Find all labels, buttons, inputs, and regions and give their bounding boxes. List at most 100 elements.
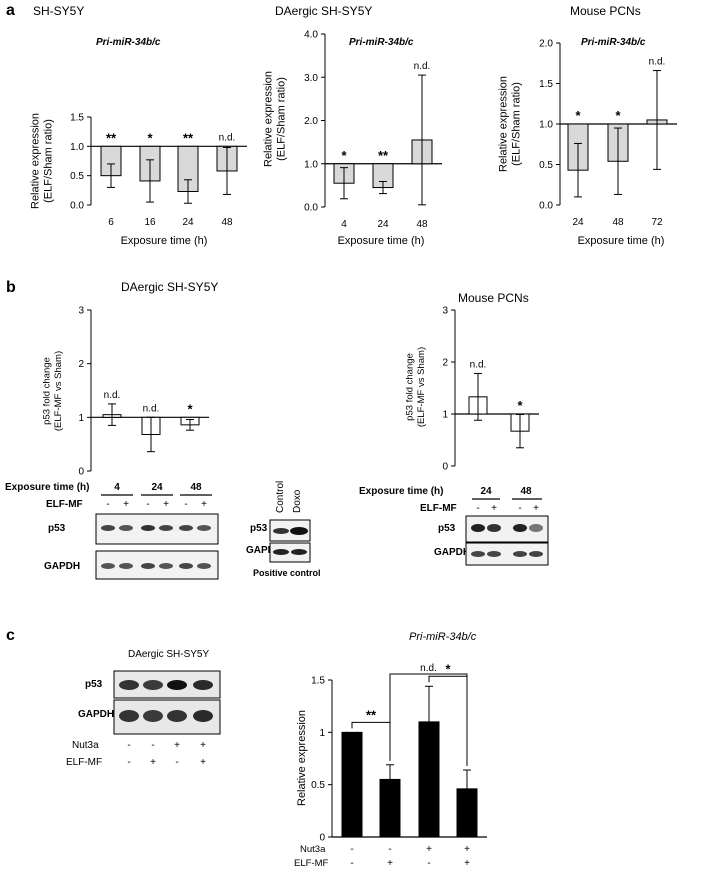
x-tick-label: 48 bbox=[416, 219, 428, 230]
band bbox=[119, 563, 133, 569]
blot-b-left: Exposure time (h) 4 24 48 ELF-MF - + - + - + … bbox=[5, 482, 219, 580]
panel-label-a: a bbox=[6, 2, 15, 19]
y-tick-label: 3 bbox=[78, 306, 84, 317]
significance-label: ** bbox=[183, 130, 194, 145]
elf-mf-sign: + bbox=[464, 858, 470, 869]
band bbox=[197, 563, 211, 569]
y-axis-label: Relative expression bbox=[296, 710, 308, 806]
band bbox=[159, 563, 173, 569]
minus-sign: - bbox=[146, 499, 149, 510]
y-tick-label: 0.0 bbox=[304, 203, 318, 214]
x-axis-label: Exposure time (h) bbox=[578, 235, 665, 247]
nut3a-sign: - bbox=[388, 844, 391, 855]
elf-mf-label: ELF-MF bbox=[66, 757, 102, 768]
comparison-label: n.d. bbox=[420, 663, 437, 674]
band bbox=[119, 680, 139, 690]
chart-c-pri-mir: Pri-miR-34b/c 0 0.5 1 1.5 Relative expression… bbox=[294, 631, 487, 869]
significance-label: * bbox=[341, 148, 347, 163]
nut3a-sign: - bbox=[151, 740, 154, 751]
p53-label: p53 bbox=[438, 523, 456, 534]
elf-mf-sign: - bbox=[175, 757, 178, 768]
x-tick-label: 24 bbox=[377, 219, 389, 230]
chart-title: Mouse PCNs bbox=[458, 291, 529, 305]
chart-title: Mouse PCNs bbox=[570, 4, 641, 18]
y-axis-label: p53 fold change bbox=[404, 353, 415, 421]
panel-label-b: b bbox=[6, 279, 16, 296]
band bbox=[291, 549, 307, 555]
time-label: 48 bbox=[190, 482, 202, 493]
y-tick-label: 3.0 bbox=[304, 73, 318, 84]
x-tick-label: 24 bbox=[572, 217, 584, 228]
blot-c: DAergic SH-SY5Y p53 GAPDH Nut3a ELF-MF -… bbox=[66, 649, 221, 768]
elf-mf-sign: - bbox=[350, 858, 353, 869]
y-tick-label: 1.5 bbox=[70, 113, 84, 124]
x-tick-label: 6 bbox=[108, 217, 114, 228]
band bbox=[471, 551, 485, 557]
band bbox=[167, 710, 187, 722]
blot-c-title: DAergic SH-SY5Y bbox=[128, 649, 209, 660]
chart-title: Pri-miR-34b/c bbox=[409, 631, 477, 643]
minus-sign: - bbox=[518, 503, 521, 514]
band bbox=[529, 551, 543, 557]
chart-subtitle: Pri-miR-34b/c bbox=[96, 37, 161, 48]
gapdh-label: GAPDH bbox=[246, 545, 282, 556]
plus-sign: + bbox=[491, 503, 497, 514]
y-axis-label: (ELF/Sham ratio) bbox=[511, 82, 523, 166]
y-axis-label: Relative expression bbox=[263, 71, 275, 167]
band bbox=[273, 528, 289, 534]
y-tick-label: 2.0 bbox=[304, 116, 318, 127]
significance-label: n.d. bbox=[414, 61, 431, 72]
y-tick-label: 3 bbox=[442, 306, 448, 317]
y-tick-label: 1.0 bbox=[304, 159, 318, 170]
chart-subtitle: Pri-miR-34b/c bbox=[349, 37, 414, 48]
band bbox=[513, 524, 527, 532]
x-tick-label: 16 bbox=[144, 217, 156, 228]
y-axis-label: (ELF/Sham ratio) bbox=[43, 119, 55, 203]
y-tick-label: 1.0 bbox=[70, 142, 84, 153]
blot-positive-control: Control Doxo p53 GAPDH Positive control bbox=[246, 481, 321, 578]
band bbox=[101, 525, 115, 531]
band bbox=[193, 680, 213, 690]
comparison-bracket bbox=[389, 673, 468, 767]
plus-sign: + bbox=[533, 503, 539, 514]
blot-gapdh bbox=[465, 542, 549, 566]
chart-a-sh-sy5y: SH-SY5Y Pri-miR-34b/c 0.0 0.5 1.0 1.5 Relative… bbox=[30, 4, 247, 247]
comparison-label: * bbox=[445, 661, 451, 676]
plus-sign: + bbox=[123, 499, 129, 510]
chart-title: SH-SY5Y bbox=[33, 4, 84, 18]
chart-title: DAergic SH-SY5Y bbox=[275, 4, 372, 18]
band bbox=[119, 710, 139, 722]
blot-gapdh bbox=[269, 542, 311, 563]
significance-label: ** bbox=[106, 130, 117, 145]
band bbox=[179, 525, 193, 531]
band bbox=[167, 680, 187, 690]
gapdh-label: GAPDH bbox=[44, 561, 80, 572]
p53-label: p53 bbox=[250, 523, 268, 534]
y-tick-label: 0.5 bbox=[311, 780, 325, 791]
y-axis-label: Relative expression bbox=[498, 76, 510, 172]
nut3a-sign: - bbox=[127, 740, 130, 751]
x-tick-label: 4 bbox=[341, 219, 347, 230]
p53-label: p53 bbox=[85, 679, 103, 690]
x-axis-label: Exposure time (h) bbox=[121, 235, 208, 247]
band bbox=[179, 563, 193, 569]
y-axis-label: (ELF-MF vs Sham) bbox=[53, 351, 64, 431]
nut3a-sign: + bbox=[464, 844, 470, 855]
elf-mf-label: ELF-MF bbox=[420, 503, 457, 514]
elf-mf-sign: - bbox=[427, 858, 430, 869]
plus-sign: + bbox=[163, 499, 169, 510]
band bbox=[101, 563, 115, 569]
band bbox=[273, 549, 289, 555]
significance-label: ** bbox=[378, 148, 389, 163]
band bbox=[193, 710, 213, 722]
y-tick-label: 1.0 bbox=[539, 120, 553, 131]
y-tick-label: 4.0 bbox=[304, 30, 318, 41]
y-tick-label: 0 bbox=[442, 462, 448, 473]
y-tick-label: 1.5 bbox=[539, 79, 553, 90]
bar bbox=[341, 731, 363, 838]
significance-label: n.d. bbox=[649, 57, 666, 68]
band bbox=[143, 710, 163, 722]
blot-p53 bbox=[95, 513, 219, 545]
band bbox=[513, 551, 527, 557]
nut3a-sign: + bbox=[200, 740, 206, 751]
